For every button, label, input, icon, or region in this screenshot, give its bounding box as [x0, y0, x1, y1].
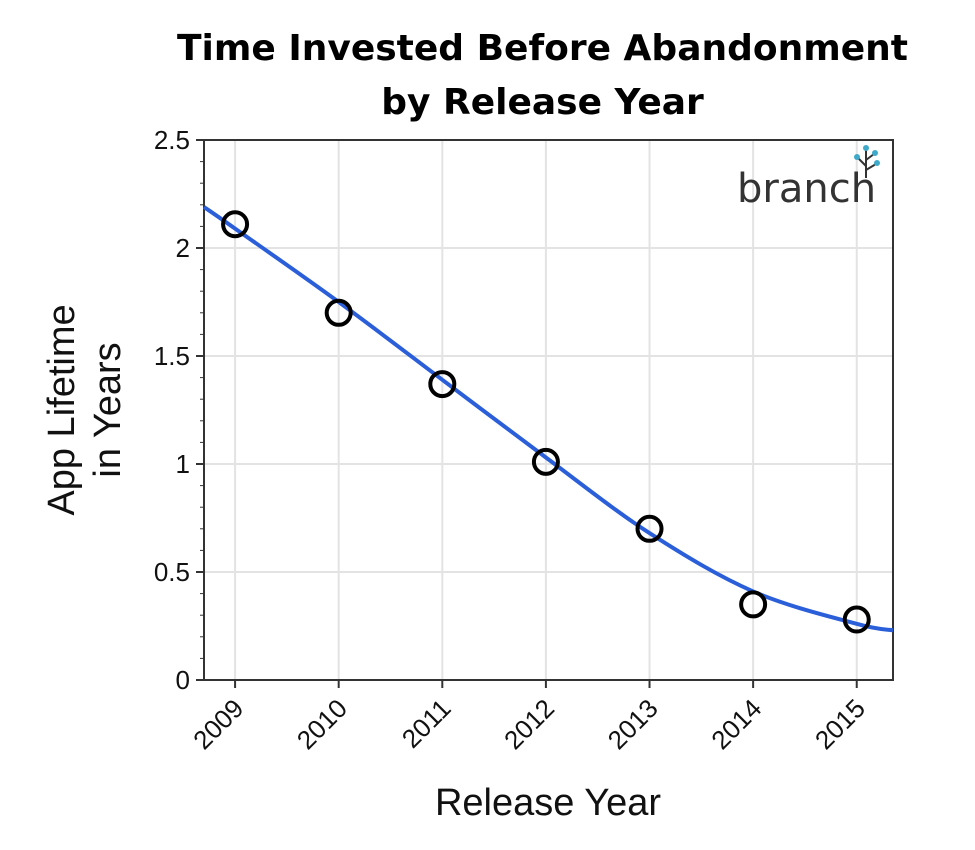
- grid-lines: [204, 140, 893, 680]
- branch-watermark: branch: [737, 145, 880, 212]
- x-tick-label: 2009: [187, 693, 249, 755]
- x-tick-label: 2015: [809, 693, 871, 755]
- x-tick-label: 2010: [291, 693, 353, 755]
- data-point-2010: [324, 298, 353, 327]
- y-axis: 0 0.5 1 1.5 2 2.5: [154, 125, 204, 695]
- x-tick-label: 2012: [498, 693, 560, 755]
- y-tick-label: 1: [176, 449, 190, 479]
- branch-tree-icon: [854, 145, 880, 178]
- data-point-2015: [842, 605, 871, 634]
- x-tick-label: 2013: [602, 693, 664, 755]
- data-point-2009: [221, 210, 250, 239]
- y-axis-title: App Lifetime in Years: [41, 304, 129, 515]
- y-tick-label: 2: [176, 233, 190, 263]
- y-tick-label: 1.5: [154, 341, 190, 371]
- chart-title-line-2: by Release Year: [381, 82, 704, 123]
- data-point-2014: [739, 590, 768, 619]
- y-tick-label: 0.5: [154, 557, 190, 587]
- x-tick-label: 2014: [705, 693, 767, 755]
- watermark-text: branch: [737, 166, 876, 212]
- x-axis: 2009 2010 2011 2012 2013 2014 2015: [187, 680, 871, 755]
- x-tick-label: 2011: [396, 693, 457, 754]
- data-point-2013: [635, 514, 664, 543]
- y-tick-label: 0: [176, 665, 190, 695]
- chart-title: Time Invested Before Abandonment by Rele…: [0, 22, 975, 130]
- y-axis-title-line-1: App Lifetime: [41, 304, 83, 515]
- data-points: [221, 210, 871, 634]
- trend-line: [202, 205, 894, 633]
- data-point-2012: [531, 447, 560, 476]
- plot-frame: [203, 139, 894, 681]
- chart-title-line-1: Time Invested Before Abandonment: [176, 28, 909, 69]
- y-tick-label: 2.5: [154, 125, 190, 155]
- y-axis-title-line-2: in Years: [87, 342, 129, 477]
- x-axis-title: Release Year: [435, 782, 661, 824]
- data-point-2011: [428, 370, 457, 399]
